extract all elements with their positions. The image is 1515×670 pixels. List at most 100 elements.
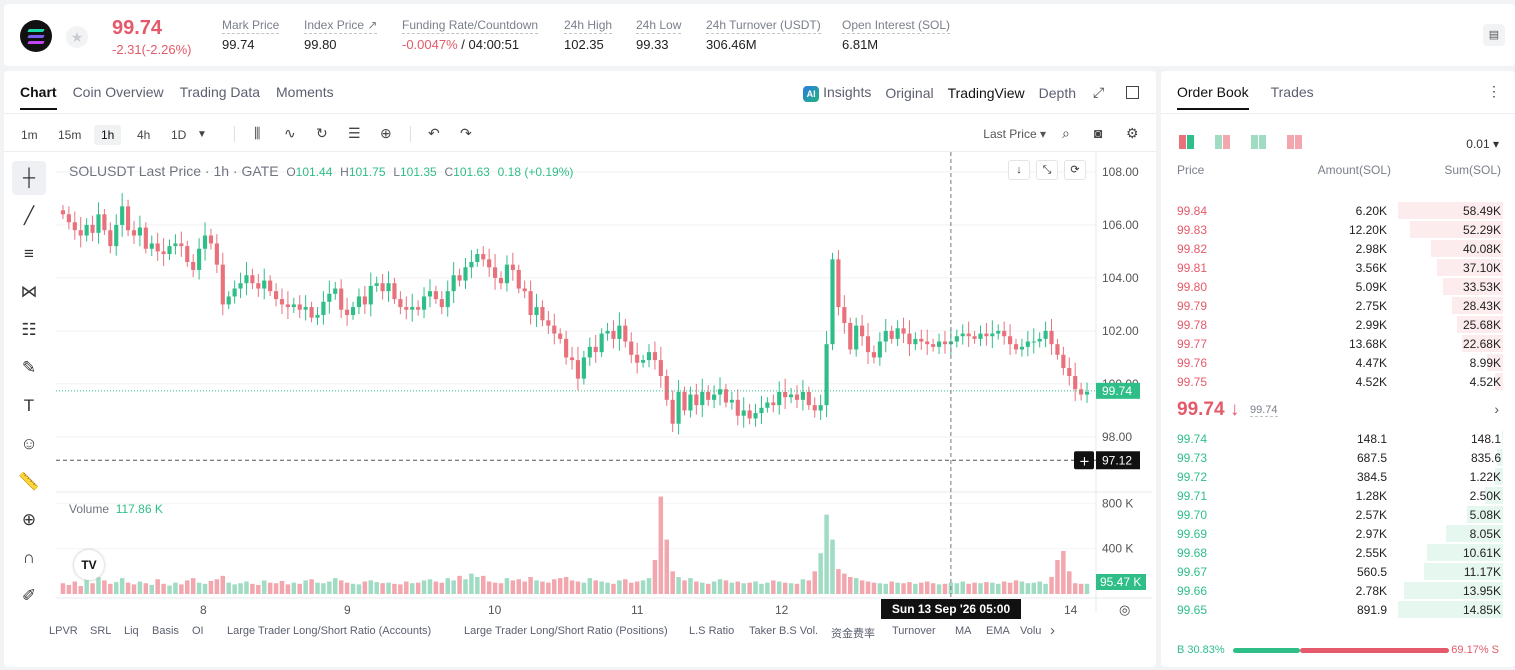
tradingview-logo[interactable]: TV (74, 550, 104, 580)
window-icon[interactable] (1126, 86, 1139, 99)
ask-row[interactable]: 99.79 2.75K 28.43K (1161, 296, 1515, 315)
compare-icon[interactable]: ↻ (316, 125, 328, 141)
more-menu-icon[interactable]: ⋮ (1487, 83, 1501, 99)
trend-line-icon[interactable]: ╱ (23, 206, 35, 225)
timeframe-1m[interactable]: 1m (21, 128, 38, 142)
indicator-item[interactable]: Basis (152, 625, 179, 637)
favorite-star-icon[interactable]: ★ (66, 26, 88, 48)
candle-body (984, 333, 989, 337)
ask-amount: 2.75K (1355, 299, 1387, 313)
scroll-down-icon[interactable]: ↓ (1008, 160, 1030, 180)
timeframe-dropdown-icon[interactable]: ▼ (197, 129, 207, 140)
pattern-icon[interactable]: ⋈ (20, 282, 38, 301)
brush-icon[interactable]: ✎ (21, 358, 37, 377)
settings-gear-icon[interactable]: ⚙ (1126, 125, 1139, 141)
indicator-item[interactable]: LPVR (49, 625, 78, 637)
bid-row[interactable]: 99.67 560.5 11.17K (1161, 562, 1515, 581)
bid-row[interactable]: 99.72 384.5 1.22K (1161, 467, 1515, 486)
indicator-item[interactable]: Large Trader Long/Short Ratio (Accounts) (227, 625, 432, 637)
precision-select[interactable]: 0.01 ▾ (1466, 137, 1499, 151)
tab-original[interactable]: Original (885, 85, 934, 101)
indicators-icon[interactable]: ∿ (284, 125, 296, 141)
view-bids-icon[interactable] (1251, 135, 1267, 149)
candle-body (439, 299, 444, 308)
timeframe-1d[interactable]: 1D (171, 128, 187, 142)
scroll-right-icon[interactable]: › (1050, 622, 1055, 639)
tab-coin-overview[interactable]: Coin Overview (72, 84, 164, 100)
view-asks-icon[interactable] (1287, 135, 1303, 149)
camera-icon[interactable]: ◙ (1094, 125, 1103, 141)
collapse-icon[interactable]: ⤡ (1036, 160, 1058, 180)
bid-row[interactable]: 99.70 2.57K 5.08K (1161, 505, 1515, 524)
chevron-right-icon[interactable]: › (1494, 401, 1499, 417)
tab-moments[interactable]: Moments (276, 84, 334, 100)
ask-row[interactable]: 99.84 6.20K 58.49K (1161, 201, 1515, 220)
ticker-header: ★ 99.74 -2.31(-2.26%) Mark Price 99.74 In… (4, 4, 1515, 66)
bid-price: 99.66 (1177, 584, 1208, 598)
indicator-item[interactable]: Liq (124, 625, 139, 637)
indicator-item[interactable]: Turnover (892, 625, 936, 637)
text-icon[interactable]: T (23, 396, 35, 415)
ask-row[interactable]: 99.83 12.20K 52.29K (1161, 220, 1515, 239)
tab-chart[interactable]: Chart (20, 84, 57, 110)
timeframe-4h[interactable]: 4h (137, 128, 151, 142)
volume-bar (90, 583, 95, 594)
tab-order-book[interactable]: Order Book (1177, 84, 1249, 110)
tab-depth[interactable]: Depth (1038, 85, 1076, 101)
volume-bar (546, 582, 551, 594)
indicator-item[interactable]: Large Trader Long/Short Ratio (Positions… (464, 625, 668, 637)
view-both-alt-icon[interactable] (1215, 135, 1231, 149)
ruler-icon[interactable]: 📏 (18, 472, 40, 491)
bid-row[interactable]: 99.74 148.1 148.1 (1161, 429, 1515, 448)
expand-icon[interactable]: ⤢ (1093, 84, 1105, 100)
fib-icon[interactable]: ☷ (21, 320, 37, 339)
redo-icon[interactable]: ↷ (460, 125, 472, 141)
templates-icon[interactable]: ☰ (348, 125, 361, 141)
timeframe-1h[interactable]: 1h (94, 125, 122, 145)
ask-row[interactable]: 99.77 13.68K 22.68K (1161, 334, 1515, 353)
tab-tradingview[interactable]: TradingView (947, 85, 1025, 101)
price-source-select[interactable]: Last Price ▾ (983, 127, 1046, 141)
indicator-item[interactable]: EMA (986, 625, 1010, 637)
indicator-item[interactable]: SRL (90, 625, 112, 637)
magnet-icon[interactable]: ∩ (22, 548, 36, 567)
ask-row[interactable]: 99.81 3.56K 37.10K (1161, 258, 1515, 277)
bid-row[interactable]: 99.73 687.5 835.6 (1161, 448, 1515, 467)
indicator-item[interactable]: MA (955, 625, 972, 637)
refresh-icon[interactable]: ⟳ (1064, 160, 1086, 180)
stat-index-price[interactable]: Index Price ↗ 99.80 (304, 18, 378, 52)
bid-row[interactable]: 99.69 2.97K 8.05K (1161, 524, 1515, 543)
indicator-item[interactable]: Volu (1020, 625, 1042, 637)
candle-body (735, 399, 740, 416)
ask-row[interactable]: 99.75 4.52K 4.52K (1161, 372, 1515, 391)
indicator-item[interactable]: Taker B.S Vol. (749, 625, 819, 637)
bid-row[interactable]: 99.71 1.28K 2.50K (1161, 486, 1515, 505)
indicator-item[interactable]: OI (192, 625, 204, 637)
bid-row[interactable]: 99.66 2.78K 13.95K (1161, 581, 1515, 600)
tab-insights[interactable]: AI Insights (803, 84, 871, 102)
ask-row[interactable]: 99.78 2.99K 25.68K (1161, 315, 1515, 334)
view-both-icon[interactable] (1179, 135, 1195, 149)
bid-row[interactable]: 99.68 2.55K 10.61K (1161, 543, 1515, 562)
horizontal-lines-icon[interactable]: ≡ (24, 244, 34, 263)
indicator-item[interactable]: 资金费率 (831, 628, 875, 640)
indicator-item[interactable]: L.S Ratio (689, 625, 735, 637)
add-alert-icon[interactable]: ⊕ (380, 125, 392, 141)
pencil-icon[interactable]: ✐ (21, 586, 37, 605)
timeframe-15m[interactable]: 15m (58, 128, 82, 142)
ask-row[interactable]: 99.76 4.47K 8.99K (1161, 353, 1515, 372)
crosshair-icon[interactable]: ┼ (12, 161, 46, 195)
book-icon[interactable]: ▤ (1483, 24, 1505, 46)
candle-body (741, 410, 746, 416)
emoji-icon[interactable]: ☺ (20, 434, 38, 453)
search-icon[interactable]: ⌕ (1062, 125, 1070, 141)
ask-row[interactable]: 99.80 5.09K 33.53K (1161, 277, 1515, 296)
candle-type-icon[interactable]: ⫼ (254, 125, 261, 141)
undo-icon[interactable]: ↶ (428, 125, 440, 141)
tab-trades[interactable]: Trades (1270, 84, 1314, 100)
bid-row[interactable]: 99.65 891.9 14.85K (1161, 600, 1515, 619)
zoom-in-icon[interactable]: ⊕ (21, 510, 37, 529)
ask-row[interactable]: 99.82 2.98K 40.08K (1161, 239, 1515, 258)
tab-trading-data[interactable]: Trading Data (179, 84, 261, 100)
